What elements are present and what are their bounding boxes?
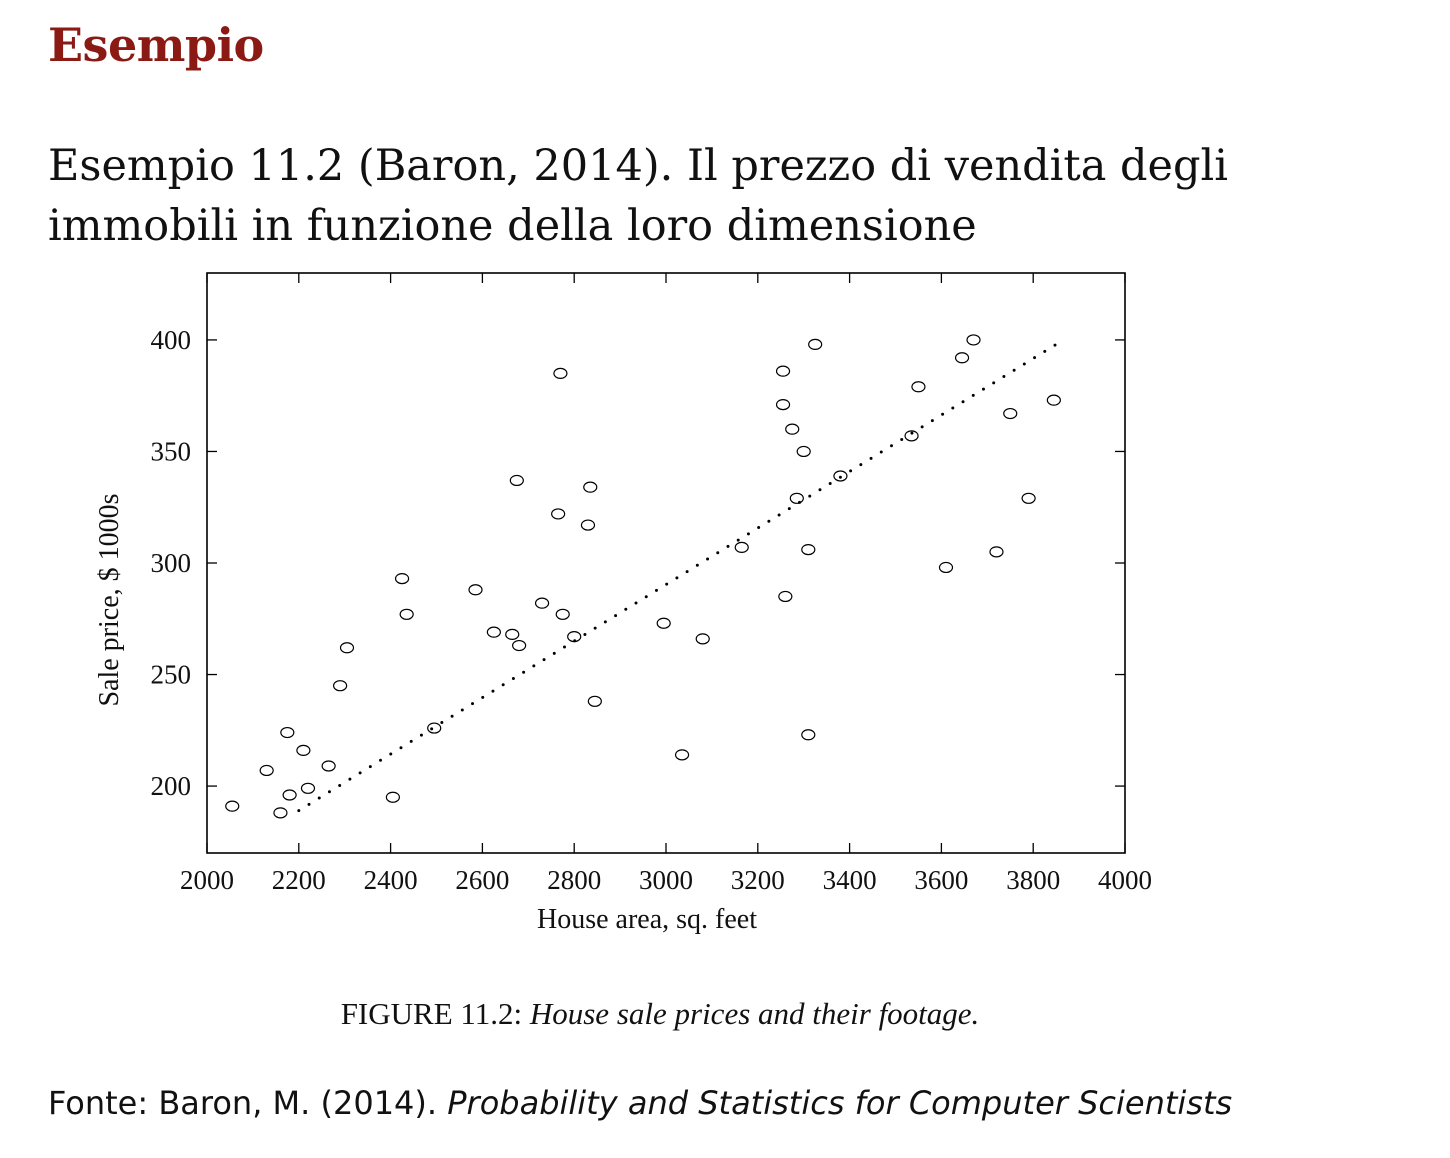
source-title: Probability and Statistics for Computer … xyxy=(447,1084,1233,1122)
figure-caption: FIGURE 11.2: House sale prices and their… xyxy=(0,996,1320,1032)
data-point xyxy=(427,722,442,734)
data-point xyxy=(938,561,954,574)
data-point xyxy=(808,338,823,350)
data-point xyxy=(534,597,550,609)
data-point xyxy=(282,789,297,801)
data-point xyxy=(904,430,919,442)
x-tick-label: 3400 xyxy=(823,865,877,895)
caption-text: House sale prices and their footage. xyxy=(529,996,980,1031)
data-point xyxy=(583,481,598,493)
data-point xyxy=(280,726,295,739)
caption-label: FIGURE 11.2: xyxy=(340,996,523,1031)
data-point xyxy=(775,365,791,377)
data-point xyxy=(512,639,527,652)
data-point xyxy=(468,584,483,596)
data-point xyxy=(273,807,288,819)
data-point xyxy=(580,519,596,531)
data-point xyxy=(801,544,816,556)
data-point xyxy=(954,352,970,364)
data-point xyxy=(225,800,240,812)
data-point xyxy=(339,642,355,654)
data-point xyxy=(1003,407,1018,420)
data-point xyxy=(300,782,316,794)
data-point xyxy=(778,590,793,603)
data-point xyxy=(394,573,410,585)
x-tick-label: 2200 xyxy=(272,865,326,895)
data-points xyxy=(225,334,1061,819)
data-point xyxy=(505,628,520,640)
x-tick-label: 2000 xyxy=(180,865,234,895)
data-point xyxy=(775,399,791,411)
data-point xyxy=(801,729,816,741)
data-point xyxy=(551,508,566,520)
data-point xyxy=(509,474,524,487)
data-point xyxy=(333,680,348,692)
regression-line xyxy=(297,342,1058,813)
data-point xyxy=(259,764,274,777)
source-prefix: Fonte: Baron, M. (2014). xyxy=(48,1084,438,1122)
x-tick-label: 3000 xyxy=(639,865,693,895)
axis-tick-labels: 2000 2200 2400 2600 2800 3000 3200 3400 3600 3800… xyxy=(151,325,1153,895)
x-tick-label: 3600 xyxy=(914,865,968,895)
x-tick-label: 4000 xyxy=(1098,865,1152,895)
fit-line xyxy=(297,342,1058,813)
y-tick-label: 200 xyxy=(151,771,192,801)
data-point xyxy=(674,749,690,761)
data-point xyxy=(695,633,710,645)
source-citation: Fonte: Baron, M. (2014). Probability and… xyxy=(48,1084,1232,1122)
x-tick-label: 3800 xyxy=(1006,865,1060,895)
slide-heading: Esempio xyxy=(48,18,264,72)
data-point xyxy=(911,381,926,393)
data-point xyxy=(989,546,1004,558)
x-tick-label: 2600 xyxy=(455,865,509,895)
data-point xyxy=(789,492,804,504)
data-point xyxy=(553,367,568,379)
subtitle-line-1: Esempio 11.2 (Baron, 2014). Il prezzo di… xyxy=(48,141,1229,191)
data-point xyxy=(796,445,811,458)
data-point xyxy=(1021,492,1036,504)
data-point xyxy=(1046,394,1061,406)
subtitle-line-2: immobili in funzione della loro dimensio… xyxy=(48,201,977,251)
data-point xyxy=(966,334,981,346)
data-point xyxy=(399,608,414,620)
data-point xyxy=(567,631,582,643)
data-point xyxy=(785,423,800,435)
x-tick-label: 2800 xyxy=(547,865,601,895)
data-point xyxy=(587,695,602,707)
data-point xyxy=(321,760,336,772)
data-point xyxy=(555,608,570,620)
data-point xyxy=(385,791,400,803)
slide-subtitle: Esempio 11.2 (Baron, 2014). Il prezzo di… xyxy=(48,136,1408,256)
data-point xyxy=(833,470,848,482)
y-tick-label: 400 xyxy=(151,325,192,355)
y-tick-label: 300 xyxy=(151,548,192,578)
data-point xyxy=(486,626,501,638)
data-point xyxy=(656,617,671,629)
y-tick-label: 350 xyxy=(151,436,192,466)
y-tick-label: 250 xyxy=(151,660,192,690)
plot-frame xyxy=(206,272,1126,854)
data-point xyxy=(734,541,749,553)
data-point xyxy=(296,744,311,756)
axis-ticks xyxy=(206,273,1126,853)
x-axis-label: House area, sq. feet xyxy=(537,904,757,935)
x-tick-label: 3200 xyxy=(731,865,785,895)
y-axis-label: Sale price, $ 1000s xyxy=(94,493,125,706)
x-tick-label: 2400 xyxy=(364,865,418,895)
